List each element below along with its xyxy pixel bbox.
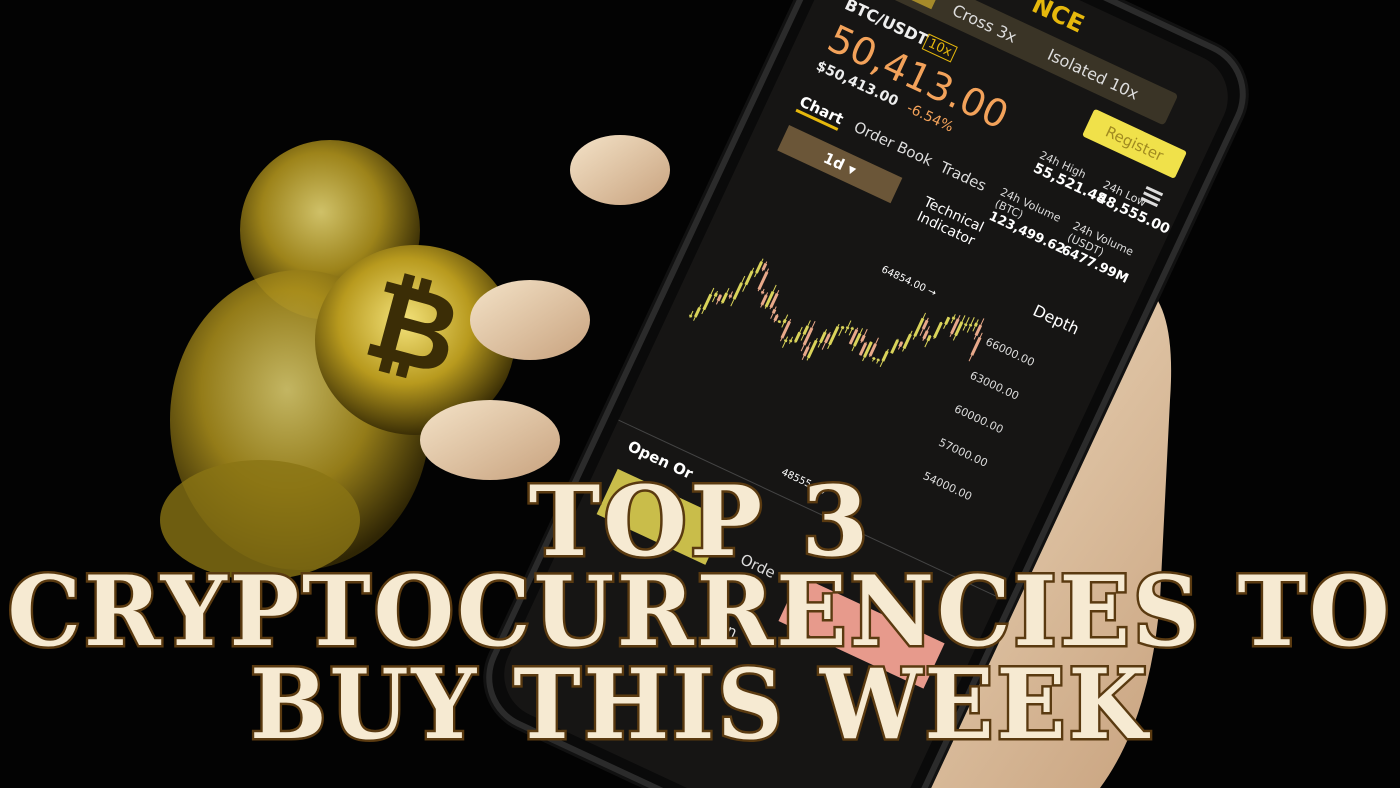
headline-line: CRYPTOCURRENCIES TO — [8, 555, 1393, 668]
candle-body — [881, 350, 889, 362]
candle-body — [922, 330, 929, 340]
candle-body — [951, 316, 956, 320]
candle-body — [876, 358, 881, 362]
candle-wick — [782, 336, 789, 348]
candle-body — [757, 271, 769, 291]
candle-body — [802, 346, 810, 357]
candle-body — [858, 342, 868, 356]
candle-body — [968, 323, 973, 327]
headline-line: BUY THIS WEEK — [250, 648, 1151, 761]
candle-body — [872, 356, 876, 361]
candlestick-chart — [688, 258, 985, 367]
left-hand — [420, 135, 670, 480]
candle-body — [760, 294, 768, 306]
candle-body — [793, 331, 802, 343]
candle-body — [713, 292, 718, 297]
candle-body — [773, 314, 779, 322]
candle-body — [771, 308, 777, 314]
candle-body — [933, 321, 943, 339]
candle-body — [926, 335, 932, 342]
candle-body — [974, 324, 983, 337]
candle-body — [902, 333, 912, 350]
candle-body — [716, 294, 723, 302]
candle-body — [913, 317, 925, 337]
candle-body — [970, 336, 982, 356]
candle-body — [702, 293, 713, 311]
candle-body — [744, 270, 754, 286]
candle-body — [693, 307, 701, 318]
candle-body — [890, 339, 900, 354]
candle-body — [806, 339, 818, 359]
candle-body — [780, 320, 791, 339]
candle-body — [728, 294, 733, 298]
candle-body — [850, 327, 855, 331]
candle-body — [950, 318, 960, 335]
candle-body — [760, 290, 765, 294]
candle-body — [802, 325, 810, 335]
candle-body — [973, 322, 978, 327]
candle-body — [788, 339, 793, 343]
candle-wick — [711, 290, 718, 303]
trading-screen: NCE Spot Cross 3x Isolated 10x Register … — [489, 0, 1243, 788]
candle-body — [769, 292, 779, 309]
candle-body — [898, 341, 904, 348]
candle-body — [868, 343, 877, 357]
candle-body — [863, 341, 873, 358]
candle-body — [921, 319, 929, 330]
candle-body — [819, 331, 827, 344]
candle-body — [845, 326, 850, 330]
coin-stack: ₿ — [160, 140, 515, 580]
candle-body — [764, 291, 775, 308]
candle-body — [688, 314, 693, 318]
candle-body — [782, 318, 787, 324]
candle-body — [777, 320, 782, 324]
candle-body — [720, 292, 729, 304]
candle-body — [944, 316, 951, 326]
candle-body — [824, 333, 831, 344]
candle-body — [802, 327, 814, 346]
candle-body — [848, 329, 859, 345]
headline-line: TOP 3 — [529, 465, 871, 578]
candle-body — [828, 326, 840, 346]
candle-wick — [844, 320, 852, 334]
candle-body — [755, 261, 764, 274]
candle-body — [963, 323, 968, 327]
candle-body — [852, 332, 862, 347]
candle-body — [860, 334, 866, 342]
candle-body — [783, 339, 788, 343]
candle-body — [732, 282, 744, 300]
candle-body — [840, 325, 845, 330]
phone: NCE Spot Cross 3x Isolated 10x Register … — [468, 0, 1264, 788]
candle-wick — [728, 291, 733, 299]
candle-body — [954, 321, 964, 337]
candle-body — [761, 263, 768, 271]
